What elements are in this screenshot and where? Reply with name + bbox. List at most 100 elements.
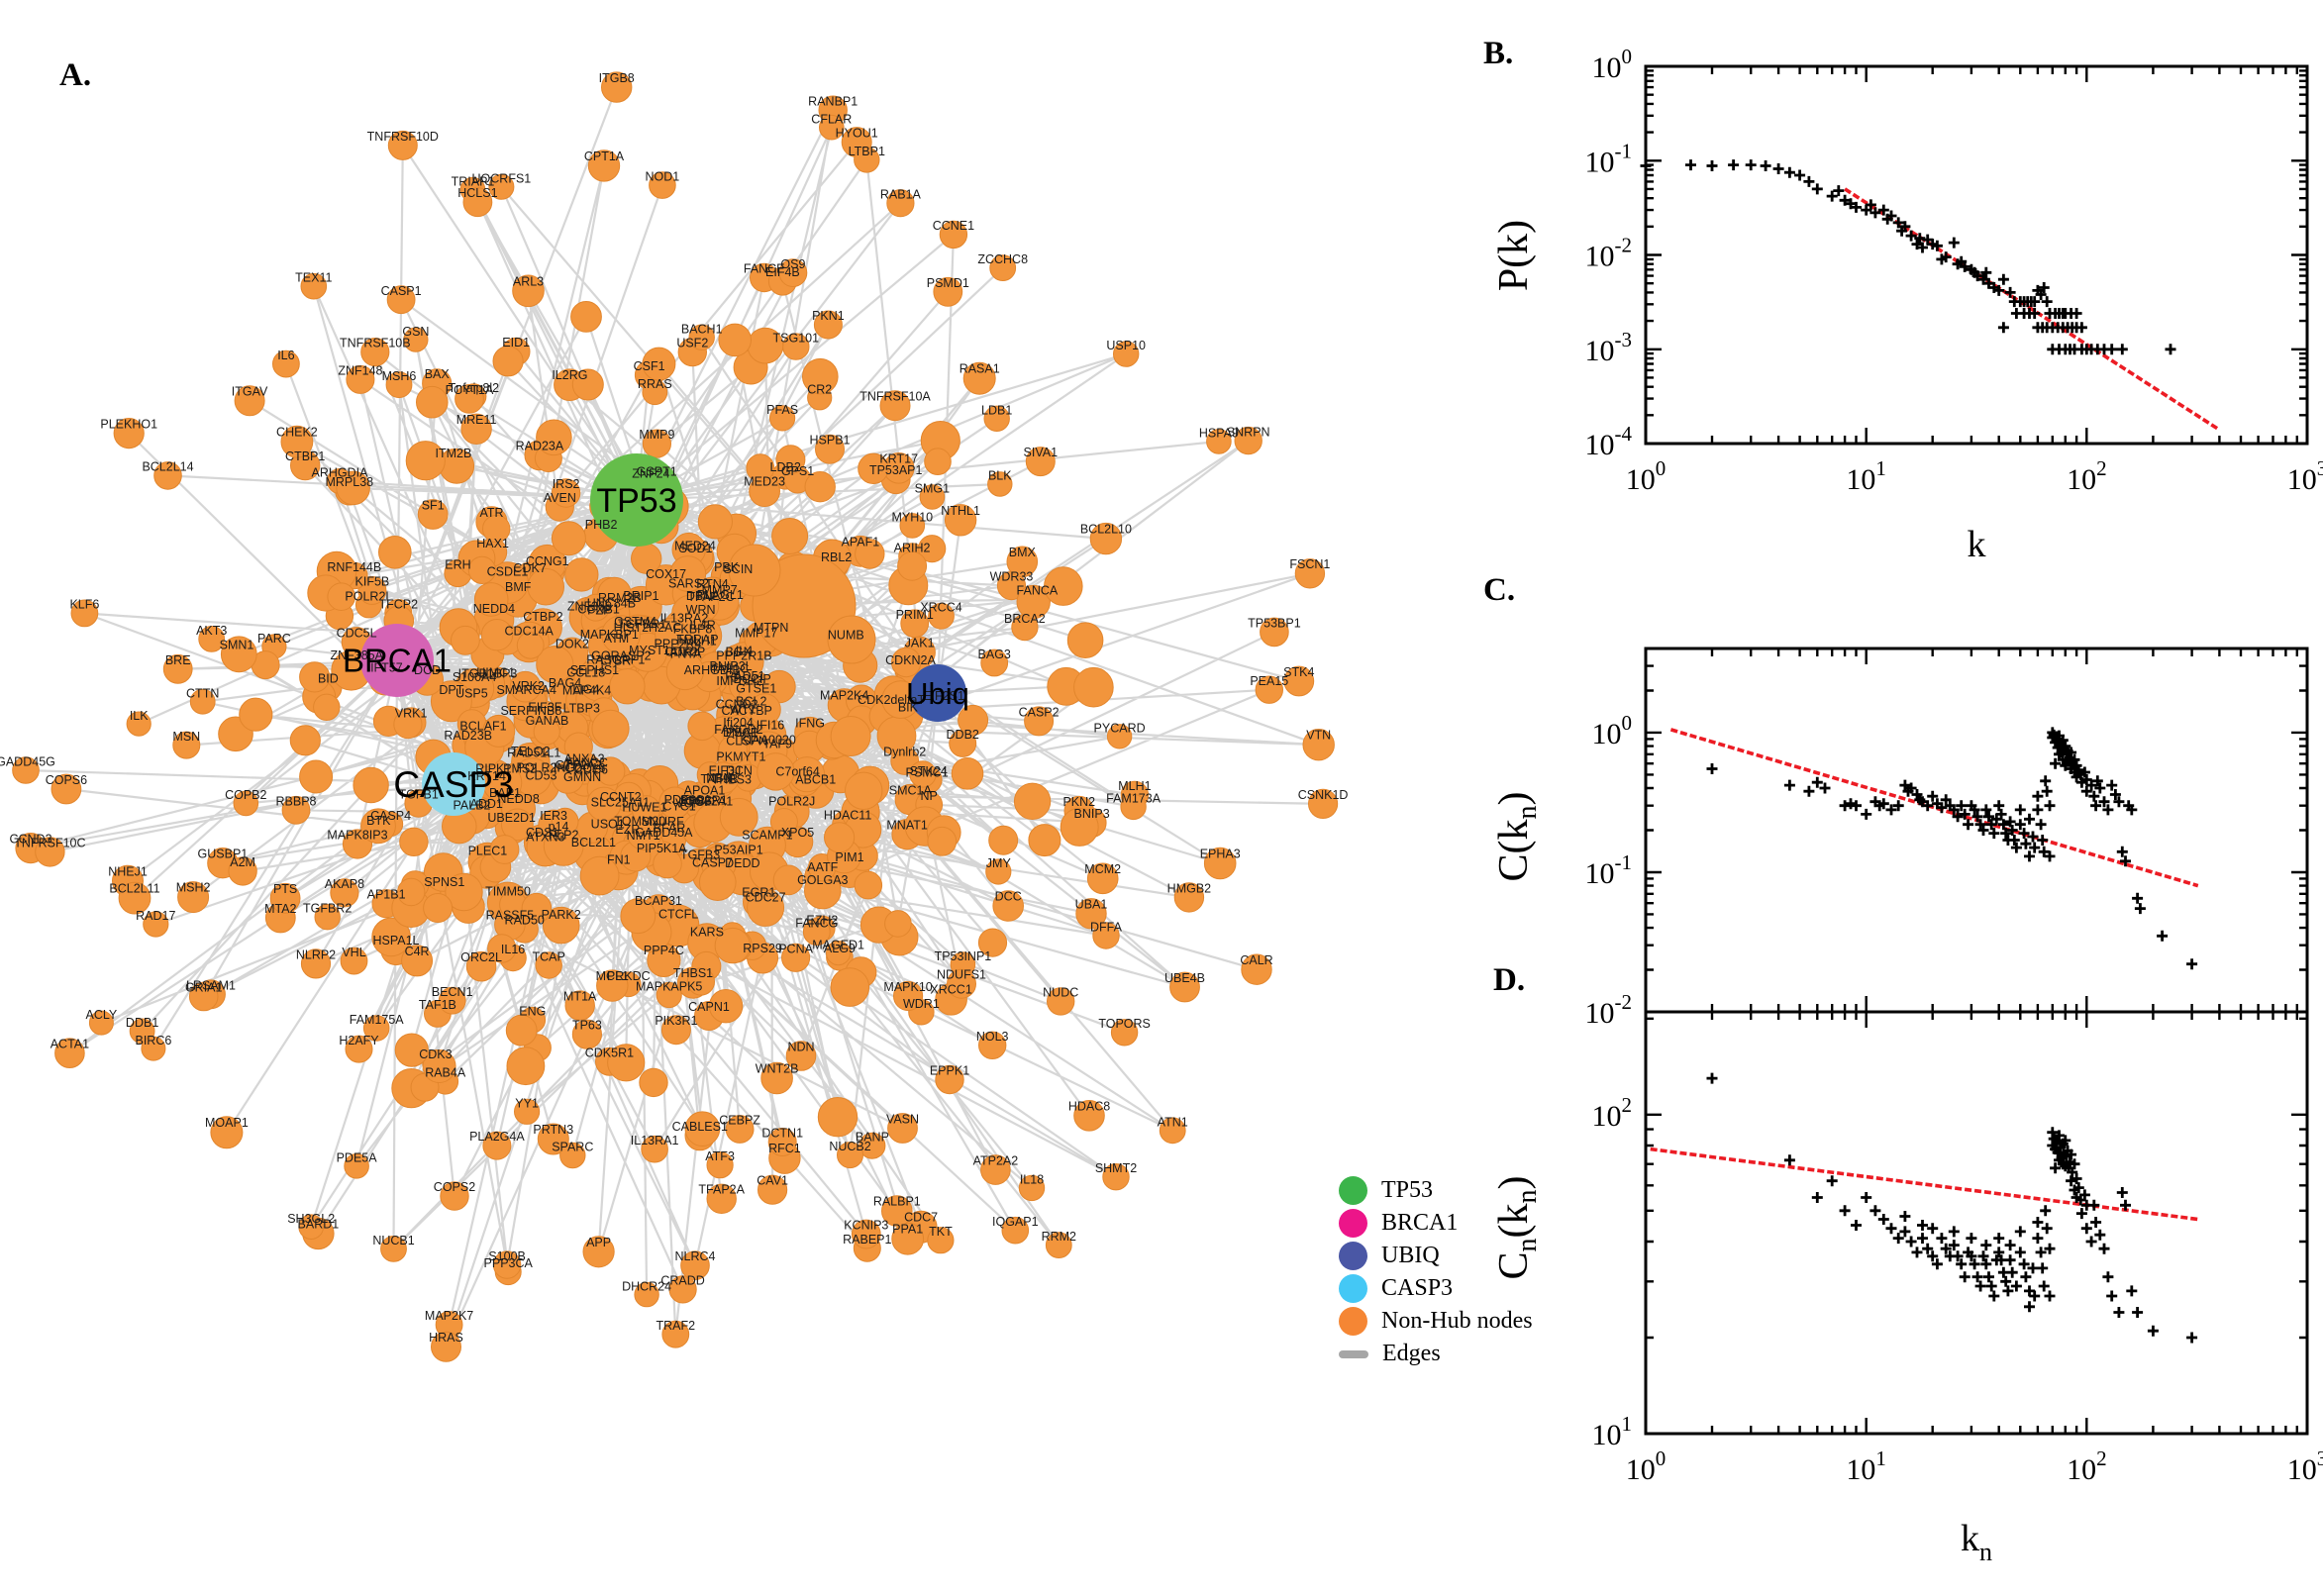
svg-text:DHCR24: DHCR24 (622, 1279, 671, 1293)
legend-label: TP53 (1381, 1177, 1434, 1203)
svg-text:VASN: VASN (886, 1112, 919, 1126)
svg-text:RANBP1: RANBP1 (808, 94, 858, 108)
svg-text:GMNN: GMNN (563, 770, 601, 784)
svg-text:EPPK1: EPPK1 (930, 1064, 969, 1078)
svg-text:PZP: PZP (587, 603, 611, 617)
svg-text:SMG1: SMG1 (915, 482, 950, 496)
hub-node-ubiq (909, 664, 966, 722)
svg-text:USP5: USP5 (455, 686, 488, 700)
svg-text:WDR33: WDR33 (990, 570, 1034, 584)
svg-text:PPP2R1B: PPP2R1B (716, 648, 771, 662)
svg-text:101: 101 (1846, 456, 1886, 496)
svg-text:RBL2: RBL2 (821, 550, 852, 564)
svg-text:GRIA1: GRIA1 (185, 981, 223, 995)
svg-text:10-1: 10-1 (1585, 139, 1633, 178)
svg-text:UIMC1: UIMC1 (476, 666, 515, 680)
svg-text:UBE2D1: UBE2D1 (487, 811, 536, 825)
svg-text:BRCA2: BRCA2 (1004, 612, 1046, 626)
svg-text:KRT14: KRT14 (467, 769, 506, 783)
svg-text:SMARCA4: SMARCA4 (496, 683, 556, 697)
svg-text:BTK: BTK (366, 814, 391, 828)
svg-text:TAF1B: TAF1B (419, 998, 456, 1012)
svg-text:VHL: VHL (342, 946, 365, 959)
svg-text:NLRC4: NLRC4 (675, 1249, 716, 1263)
svg-text:GUSBP1: GUSBP1 (198, 847, 249, 860)
svg-text:LDB1: LDB1 (981, 403, 1012, 417)
svg-text:CDC16: CDC16 (564, 761, 605, 775)
svg-text:WDR1: WDR1 (903, 997, 940, 1011)
svg-text:MYH10: MYH10 (891, 511, 933, 525)
svg-text:TELO2: TELO2 (511, 745, 551, 758)
svg-text:CCL18: CCL18 (566, 666, 605, 680)
svg-text:BRIP1: BRIP1 (623, 589, 658, 603)
svg-text:LTBR: LTBR (600, 654, 631, 668)
svg-text:TP53BP1: TP53BP1 (1248, 616, 1301, 630)
svg-text:USF2: USF2 (676, 337, 708, 350)
svg-text:PIP5K1A: PIP5K1A (637, 842, 687, 855)
svg-text:IMPDH2: IMPDH2 (716, 674, 762, 688)
svg-text:S100B: S100B (488, 1249, 526, 1263)
svg-text:RPS29: RPS29 (743, 942, 782, 955)
panel-b-label: B. (1483, 36, 1514, 71)
svg-text:Tnfaip8l2: Tnfaip8l2 (449, 381, 499, 395)
svg-text:RABEP1: RABEP1 (843, 1233, 891, 1247)
svg-text:CCNT2: CCNT2 (600, 790, 642, 804)
svg-text:MSH2: MSH2 (176, 881, 211, 895)
svg-text:CSDE1: CSDE1 (487, 564, 529, 578)
svg-text:VCP: VCP (675, 797, 701, 811)
svg-text:CASP7: CASP7 (692, 856, 733, 870)
svg-text:BRE: BRE (165, 653, 191, 667)
svg-text:PLEC1: PLEC1 (468, 845, 508, 858)
svg-text:SERPINB8: SERPINB8 (500, 704, 561, 718)
svg-text:TFAP2A: TFAP2A (698, 1183, 745, 1197)
svg-text:XRCC1: XRCC1 (930, 983, 971, 997)
svg-text:EPHA3: EPHA3 (1200, 848, 1241, 861)
svg-text:MTPN: MTPN (754, 621, 788, 635)
svg-text:FANCD2: FANCD2 (714, 723, 762, 737)
svg-text:GPS1: GPS1 (781, 464, 814, 478)
svg-text:PLAGL1: PLAGL1 (697, 588, 744, 602)
svg-text:WRN: WRN (686, 603, 716, 617)
svg-text:PPP3CA: PPP3CA (484, 1256, 534, 1270)
svg-text:POLR2J: POLR2J (768, 795, 815, 809)
svg-text:MT1A: MT1A (563, 990, 597, 1004)
svg-text:DDB1: DDB1 (126, 1016, 158, 1030)
svg-text:LTBP1: LTBP1 (849, 145, 885, 158)
svg-text:LTBP3: LTBP3 (563, 701, 600, 715)
svg-text:EIF4B: EIF4B (765, 265, 800, 279)
svg-text:TAF9: TAF9 (762, 737, 792, 750)
svg-text:PSMC1: PSMC1 (906, 765, 949, 779)
svg-text:BID: BID (318, 672, 339, 686)
svg-text:TIMM50: TIMM50 (485, 884, 531, 898)
legend-item-edges: Edges (1339, 1338, 1533, 1370)
svg-text:GSN: GSN (402, 325, 429, 339)
svg-text:FAM175A: FAM175A (350, 1013, 405, 1027)
svg-text:BCL2L10: BCL2L10 (1080, 523, 1132, 537)
svg-text:CPT1A: CPT1A (584, 150, 625, 163)
svg-text:102: 102 (2067, 456, 2107, 496)
svg-text:CYC1: CYC1 (662, 800, 695, 814)
node-swatch-icon (1339, 1274, 1367, 1303)
svg-text:HYOU1: HYOU1 (836, 126, 878, 140)
svg-text:BCLAF1: BCLAF1 (459, 720, 506, 734)
svg-text:APAF1: APAF1 (842, 536, 880, 549)
svg-text:PKN2: PKN2 (1062, 795, 1095, 809)
svg-text:FANCE: FANCE (744, 262, 785, 276)
svg-text:PKN1: PKN1 (812, 309, 845, 323)
panel-b-plot: 100 101 102 103 100 10-1 10-2 10-3 10-4 (1585, 45, 2323, 496)
axis-ticks (1644, 1012, 2309, 1436)
svg-text:TCAP: TCAP (533, 949, 565, 963)
svg-text:CDK7: CDK7 (513, 561, 546, 575)
svg-text:BARD1: BARD1 (298, 1217, 340, 1231)
svg-text:TNFRSF10D: TNFRSF10D (367, 130, 439, 144)
svg-text:PEA15: PEA15 (1250, 674, 1288, 688)
svg-text:EIF3J: EIF3J (709, 763, 742, 777)
svg-text:TNFRSF10A: TNFRSF10A (859, 389, 931, 403)
svg-text:CAPN1: CAPN1 (688, 1000, 730, 1014)
svg-text:ITGAV: ITGAV (232, 385, 268, 399)
svg-text:EIF2S1: EIF2S1 (923, 689, 964, 703)
svg-text:TNFRSF10C: TNFRSF10C (14, 836, 85, 849)
svg-text:IL18: IL18 (1020, 1172, 1044, 1186)
svg-text:XPO5: XPO5 (781, 826, 814, 840)
